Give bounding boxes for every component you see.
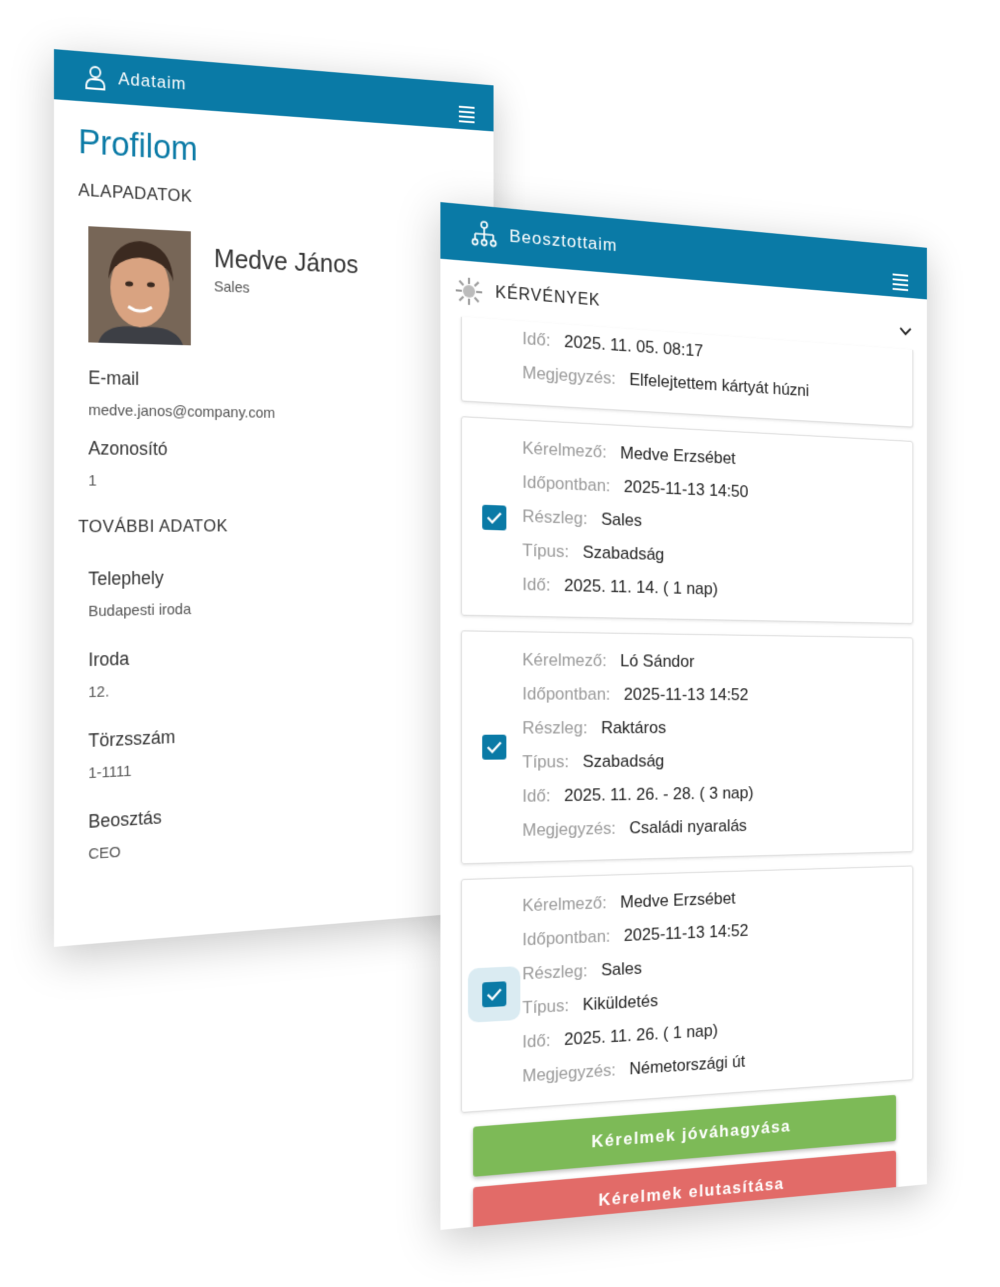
row-key: Idő: <box>522 1030 550 1051</box>
request-card: Kérelmező: Ló Sándor Időpontban: 2025-11-13… <box>461 630 913 864</box>
field-value: 1-1111 <box>88 746 472 783</box>
request-card: Kérelmező: Medve Erzsébet Időpontban: 2025-… <box>461 865 913 1113</box>
row-value: Sales <box>601 509 642 530</box>
row-value: 2025. 11. 05. 08:17 <box>564 332 703 361</box>
row-value: Szabadság <box>583 751 665 771</box>
row-key: Megjegyzés: <box>522 1060 615 1086</box>
user-role: Sales <box>214 278 358 301</box>
row-key: Részleg: <box>522 718 587 738</box>
field-office: Iroda 12. <box>88 639 472 702</box>
field-label: Telephely <box>88 564 472 591</box>
header-title: Adataim <box>118 69 186 95</box>
row-value: 2025-11-13 14:50 <box>624 477 749 501</box>
row-key: Időpontban: <box>522 684 610 704</box>
field-label: E-mail <box>88 367 472 397</box>
profile-header: Adataim <box>54 49 494 131</box>
row-key: Idő: <box>522 329 550 351</box>
profile-screen: Adataim Profilom ALAPADATOK Medve János … <box>54 49 494 947</box>
row-key: Részleg: <box>522 506 587 528</box>
row-key: Kérelmező: <box>522 893 606 915</box>
request-list: Idő: 2025. 11. 05. 08:17 Megjegyzés: Elfel… <box>440 305 927 1115</box>
field-value: medve.janos@company.com <box>88 402 472 425</box>
row-key: Típus: <box>522 540 569 561</box>
row-value: Ló Sándor <box>620 651 694 671</box>
section-basic: ALAPADATOK <box>78 180 473 222</box>
row-key: Megjegyzés: <box>522 819 615 840</box>
field-label: Azonosító <box>88 438 472 463</box>
section-title: KÉRVÉNYEK <box>495 284 600 311</box>
row-value: Szabadság <box>583 542 665 564</box>
field-value: Budapesti iroda <box>88 595 472 620</box>
row-key: Kérelmező: <box>522 650 606 670</box>
menu-icon[interactable] <box>893 273 909 294</box>
row-value: Raktáros <box>601 718 666 737</box>
header-title: Beosztottaim <box>509 226 617 256</box>
row-value: 2025-11-13 14:52 <box>624 921 749 945</box>
field-id: Azonosító 1 <box>88 438 472 490</box>
row-key: Részleg: <box>522 961 587 984</box>
field-position: Beosztás CEO <box>88 789 472 863</box>
check-icon <box>486 988 502 1001</box>
chevron-down-icon[interactable] <box>900 326 912 337</box>
row-key: Időpontban: <box>522 472 610 495</box>
field-site: Telephely Budapesti iroda <box>88 564 472 621</box>
sun-icon <box>455 276 483 307</box>
row-value: Kiküldetés <box>583 991 658 1014</box>
row-value: 2025. 11. 14. ( 1 nap) <box>564 576 718 599</box>
row-key: Típus: <box>522 996 569 1018</box>
row-value: Családi nyaralás <box>629 816 747 838</box>
row-value: Medve Erzsébet <box>620 889 735 912</box>
row-value: Elfelejtettem kártyát húzni <box>629 370 809 400</box>
check-icon <box>486 741 502 754</box>
field-value: 1 <box>88 472 472 490</box>
user-icon <box>84 64 106 91</box>
org-chart-icon <box>471 220 497 249</box>
menu-icon[interactable] <box>459 106 475 126</box>
row-value: 2025. 11. 26. ( 1 nap) <box>564 1021 718 1050</box>
row-key: Megjegyzés: <box>522 363 615 388</box>
field-label: Iroda <box>88 639 472 672</box>
check-icon <box>486 511 502 524</box>
avatar <box>88 226 191 345</box>
subordinates-screen: Beosztottaim KÉRVÉNYEK Idő: 2025. 11. 05.… <box>440 202 927 1230</box>
request-checkbox[interactable] <box>482 735 506 760</box>
row-key: Típus: <box>522 752 569 772</box>
field-reg-number: Törzsszám 1-1111 <box>88 714 472 782</box>
row-key: Idő: <box>522 786 550 806</box>
request-checkbox[interactable] <box>482 981 506 1007</box>
user-name: Medve János <box>214 243 358 281</box>
field-label: Törzsszám <box>88 714 472 752</box>
row-value: 2025. 11. 26. - 28. ( 3 nap) <box>564 783 753 805</box>
row-key: Időpontban: <box>522 926 610 949</box>
field-email: E-mail medve.janos@company.com <box>88 367 472 424</box>
section-more: TOVÁBBI ADATOK <box>78 515 473 537</box>
request-card: Kérelmező: Medve Erzsébet Időpontban: 2025-… <box>461 416 913 624</box>
page-title: Profilom <box>78 122 473 186</box>
row-key: Idő: <box>522 574 550 594</box>
row-value: Medve Erzsébet <box>620 443 735 468</box>
request-checkbox[interactable] <box>482 504 506 530</box>
field-value: 12. <box>88 670 472 701</box>
row-value: Németországi út <box>629 1052 745 1079</box>
row-value: 2025-11-13 14:52 <box>624 685 749 705</box>
row-value: Sales <box>601 958 642 979</box>
row-key: Kérelmező: <box>522 438 606 462</box>
